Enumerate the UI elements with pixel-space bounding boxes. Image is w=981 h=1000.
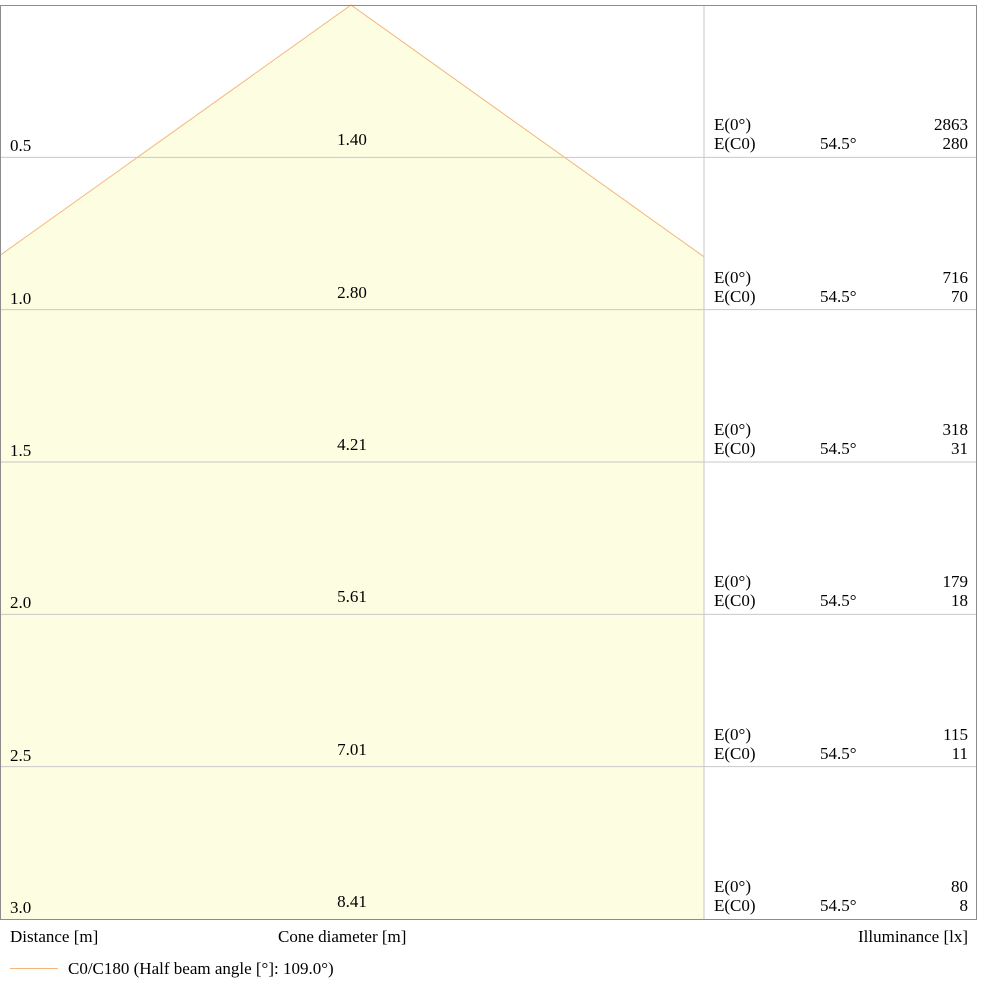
cone-diameter-value: 4.21	[337, 435, 367, 454]
ec0-label: E(C0)	[714, 896, 756, 915]
ec0-value: 280	[942, 134, 969, 154]
ec0-angle: 54.5°	[820, 286, 857, 306]
ec0-value: 8	[959, 896, 969, 915]
e0-label: E(0°)	[714, 420, 752, 439]
e0-value: 318	[942, 420, 969, 439]
ec0-value: 70	[951, 286, 968, 306]
ec0-value: 11	[951, 743, 968, 763]
distance-tick-label: 1.5	[10, 441, 32, 460]
e0-label: E(0°)	[714, 267, 752, 287]
cone-diameter-value: 1.40	[337, 130, 367, 150]
cone-diameter-value: 5.61	[337, 587, 367, 607]
plot-frame	[0, 5, 977, 920]
ec0-value: 18	[951, 591, 968, 611]
e0-value: 115	[943, 724, 968, 744]
ec0-value: 31	[951, 439, 968, 458]
distance-axis-label: Distance [m]	[10, 927, 99, 946]
distance-tick-label: 3.0	[10, 898, 32, 917]
distance-tick-label: 0.5	[10, 136, 32, 156]
cone-diameter-value: 8.41	[337, 892, 367, 911]
ec0-angle: 54.5°	[820, 896, 857, 915]
ec0-angle: 54.5°	[820, 591, 857, 611]
e0-label: E(0°)	[714, 724, 752, 744]
legend-label: C0/C180 (Half beam angle [°]: 109.0°)	[68, 959, 334, 978]
legend-swatch	[10, 968, 58, 969]
distance-tick-label: 1.0	[10, 288, 32, 308]
ec0-label: E(C0)	[714, 286, 756, 306]
ec0-angle: 54.5°	[820, 743, 857, 763]
e0-value: 716	[942, 267, 969, 287]
ec0-angle: 54.5°	[820, 134, 857, 154]
e0-label: E(0°)	[714, 572, 752, 592]
illuminance-axis-label: Illuminance [lx]	[858, 927, 968, 946]
e0-label: E(0°)	[714, 115, 752, 135]
e0-value: 2863	[934, 115, 968, 135]
ec0-label: E(C0)	[714, 743, 756, 763]
distance-tick-label: 2.5	[10, 745, 32, 765]
cone-diameter-value: 7.01	[337, 739, 367, 759]
e0-label: E(0°)	[714, 877, 752, 896]
ec0-angle: 54.5°	[820, 439, 857, 458]
ec0-label: E(C0)	[714, 134, 756, 154]
ec0-label: E(C0)	[714, 591, 756, 611]
distance-tick-label: 2.0	[10, 593, 32, 613]
cone-diameter-value: 2.80	[337, 282, 367, 302]
cone-diameter-axis-label: Cone diameter [m]	[278, 927, 407, 946]
e0-value: 179	[942, 572, 969, 592]
ec0-label: E(C0)	[714, 439, 756, 458]
e0-value: 80	[951, 877, 968, 896]
